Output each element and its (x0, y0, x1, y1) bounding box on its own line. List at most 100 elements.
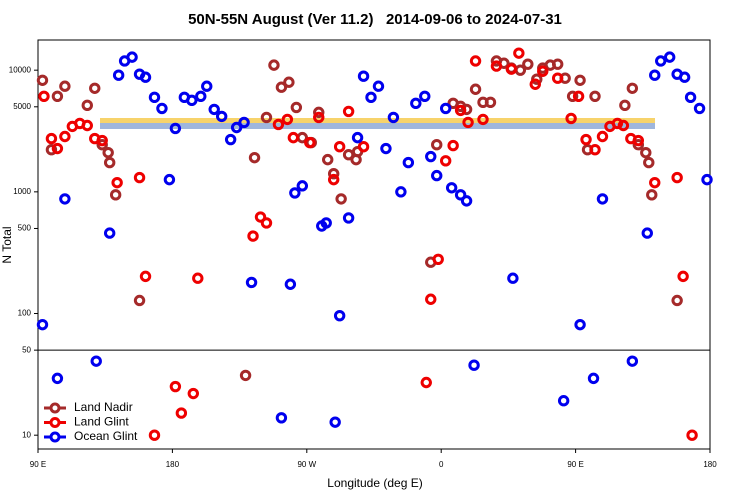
point (290, 101, 303, 114)
y-tick-label: 50 (22, 345, 31, 354)
point (513, 47, 525, 59)
point (632, 134, 645, 147)
point (557, 395, 570, 407)
point (432, 253, 444, 265)
point (333, 309, 346, 322)
point (208, 103, 220, 116)
point (395, 186, 407, 198)
x-tick-label: 180 (703, 460, 717, 469)
point (531, 73, 543, 85)
legend-marker (49, 402, 61, 414)
point (566, 90, 579, 102)
point (254, 211, 267, 223)
point (169, 122, 182, 135)
point (439, 155, 452, 167)
point (587, 372, 600, 385)
point (201, 80, 213, 92)
point (148, 429, 161, 441)
point (580, 133, 592, 146)
point (468, 359, 480, 371)
point (589, 144, 601, 156)
point (410, 97, 422, 110)
point (51, 372, 64, 385)
point (215, 110, 228, 123)
point (431, 169, 443, 182)
point (89, 82, 101, 94)
plot-frame (37, 39, 711, 450)
point (357, 140, 370, 153)
point (572, 90, 585, 102)
point (678, 71, 691, 83)
point (245, 276, 258, 289)
point (529, 78, 541, 90)
point (454, 104, 467, 117)
point (186, 94, 198, 107)
point (329, 416, 341, 428)
point (365, 91, 377, 104)
point (272, 118, 285, 131)
point (133, 294, 146, 307)
point (112, 69, 125, 81)
point (551, 58, 564, 70)
point (462, 116, 474, 129)
point (239, 369, 252, 382)
point (81, 119, 93, 132)
point (372, 80, 385, 92)
point (320, 217, 332, 229)
point (646, 189, 658, 201)
point (425, 293, 437, 305)
x-tick-label: 0 (439, 460, 444, 469)
point (248, 151, 261, 164)
point (477, 113, 489, 126)
point (431, 139, 443, 151)
point (655, 55, 667, 67)
point (574, 318, 586, 331)
legend-marker (49, 417, 61, 428)
x-tick-label: 90 E (567, 460, 583, 469)
point (45, 144, 58, 156)
point (357, 70, 370, 82)
point (335, 193, 347, 205)
point (275, 412, 288, 424)
y-tick-label: 10 (22, 430, 31, 439)
point (192, 272, 204, 284)
point (289, 187, 301, 199)
point (596, 193, 609, 205)
point (505, 63, 518, 75)
point (38, 90, 50, 102)
point (342, 105, 355, 118)
point (327, 167, 340, 180)
point (327, 173, 340, 186)
point (507, 272, 519, 284)
point (313, 106, 325, 119)
point (537, 65, 549, 77)
point (51, 142, 64, 155)
x-axis-label: Longitude (deg E) (327, 476, 422, 490)
point (454, 189, 467, 201)
chart-title: 50N-55N August (Ver 11.2) 2014-09-06 to … (188, 11, 562, 28)
point (351, 131, 364, 144)
x-tick-label: 180 (166, 460, 180, 469)
point (102, 146, 114, 159)
legend-marker (49, 431, 61, 443)
point (419, 90, 431, 102)
point (447, 139, 459, 152)
point (133, 171, 146, 184)
point (490, 60, 503, 72)
point (260, 111, 273, 124)
point (649, 69, 661, 81)
point (283, 76, 295, 88)
point (36, 74, 49, 86)
point (230, 121, 243, 134)
x-tick-label: 90 W (297, 460, 316, 469)
point (677, 270, 689, 283)
point (402, 156, 415, 169)
y-axis-label: N Total (0, 226, 14, 263)
point (96, 134, 108, 147)
point (632, 139, 645, 151)
legend-label: Land Nadir (74, 400, 133, 414)
legend-label: Ocean Glint (74, 429, 138, 443)
point (126, 51, 138, 63)
point (36, 318, 49, 331)
